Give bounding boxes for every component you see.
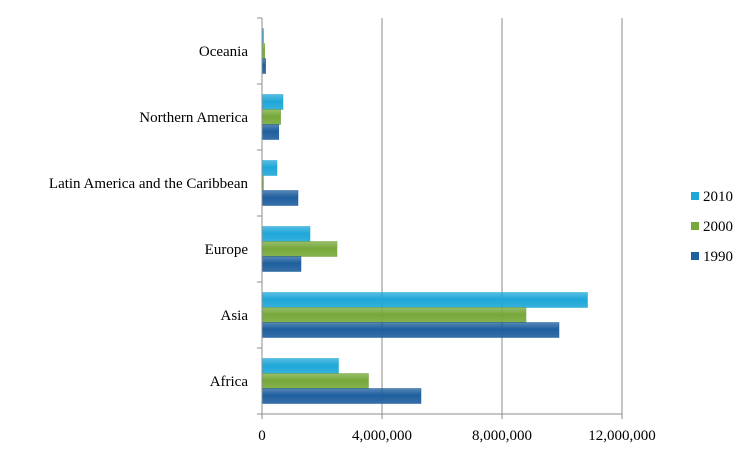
bar-asia-1990	[261, 322, 560, 338]
legend-label: 1990	[703, 249, 733, 265]
legend-label: 2010	[703, 189, 733, 205]
category-label: Europe	[205, 242, 249, 258]
legend-swatch	[691, 192, 699, 200]
x-tick-label: 4,000,000	[352, 428, 412, 444]
axes	[257, 17, 623, 419]
bar-africa-1990	[261, 388, 422, 404]
tick-labels: 0 4,000,000 8,000,000 12,000,000	[258, 428, 656, 444]
category-labels: Africa Asia Europe Latin America and the Ca…	[49, 44, 249, 390]
x-tick-label: 12,000,000	[588, 428, 656, 444]
x-tick-label: 0	[258, 428, 266, 444]
category-label: Oceania	[199, 44, 248, 60]
bar-africa-2000	[261, 373, 369, 389]
bar-northern-america-1990	[261, 124, 280, 140]
legend-label: 2000	[703, 219, 733, 235]
category-label: Africa	[210, 374, 249, 390]
category-label: Latin America and the Caribbean	[49, 176, 249, 192]
bar-europe-1990	[261, 256, 302, 272]
bar-asia-2000	[261, 307, 527, 323]
category-label: Northern America	[139, 110, 248, 126]
bars	[261, 28, 588, 404]
category-label: Asia	[221, 308, 249, 324]
gridlines	[381, 18, 623, 414]
bar-africa-2010	[261, 358, 339, 374]
bar-northern-america-2000	[261, 109, 281, 125]
legend-swatch	[691, 222, 699, 230]
bar-latin-america-and-the-caribbean-2010	[261, 160, 278, 176]
bar-northern-america-2010	[261, 94, 284, 110]
bar-asia-2010	[261, 292, 588, 308]
legend: 2010 2000 1990	[691, 189, 733, 265]
bar-oceania-1990	[261, 58, 266, 74]
bar-latin-america-and-the-caribbean-1990	[261, 190, 299, 206]
x-tick-label: 8,000,000	[472, 428, 532, 444]
bar-europe-2000	[261, 241, 338, 257]
legend-swatch	[691, 252, 699, 260]
bar-europe-2010	[261, 226, 311, 242]
